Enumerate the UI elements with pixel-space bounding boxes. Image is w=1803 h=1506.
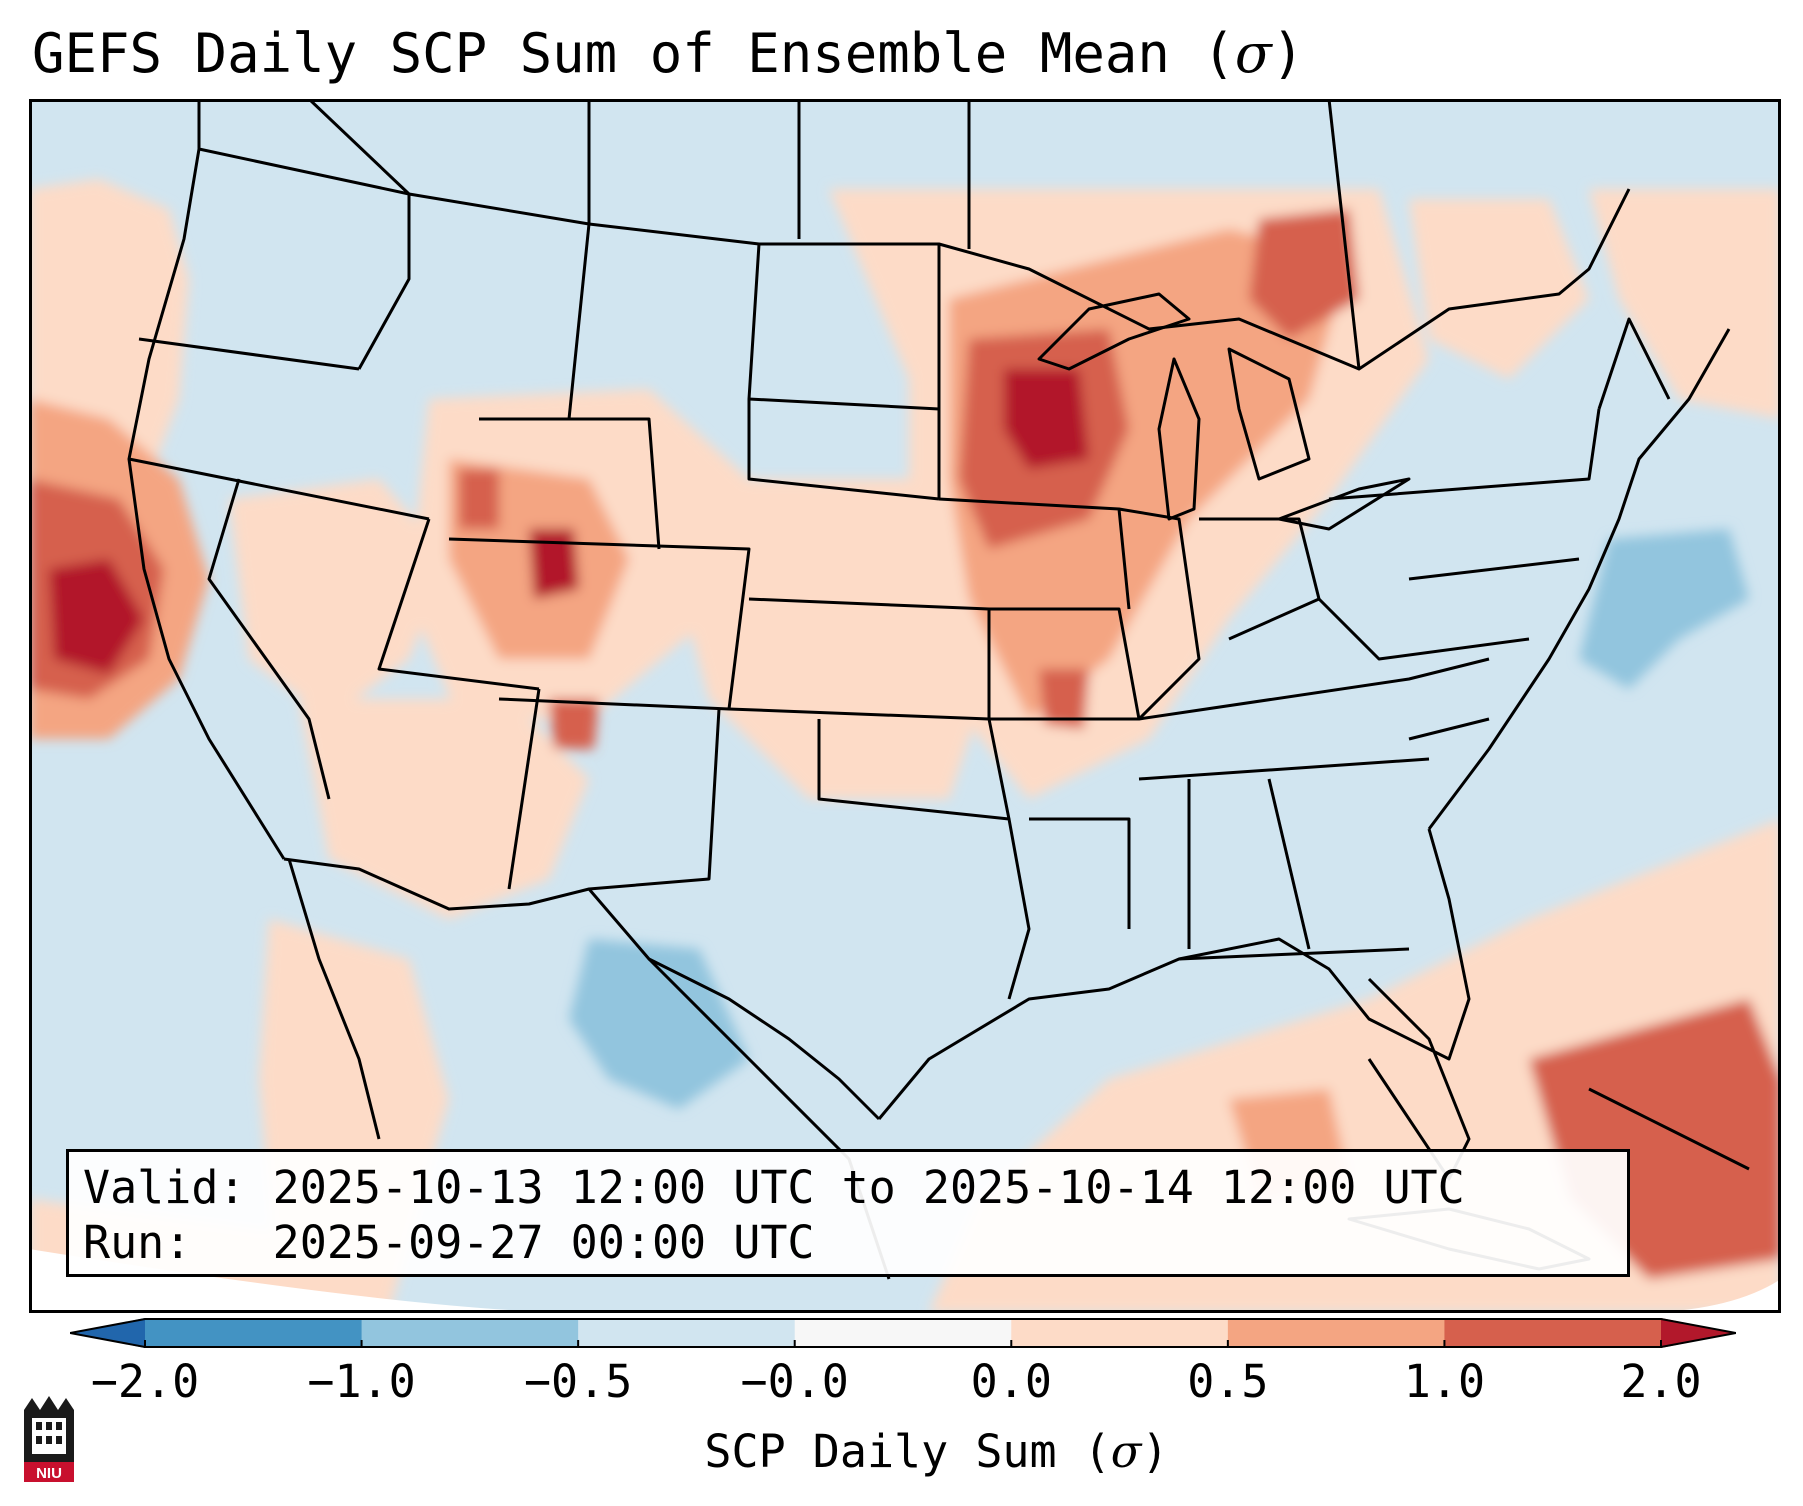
state-line-tn-south [1138,757,1430,781]
state-line-id-mt [357,194,411,370]
state-line-az-nm [507,688,541,890]
state-line-co [448,537,751,711]
region-southwest [299,699,589,919]
state-line-oh [1199,517,1321,641]
colorbar-tick-label: 2.0 [1620,1355,1702,1408]
lake-superior [1037,292,1191,371]
colorbar-bin [1444,1318,1662,1348]
map-title: GEFS Daily SCP Sum of Ensemble Mean (σ) [32,22,1305,85]
colorbar-bin [794,1318,1012,1348]
bahamas [1588,1087,1750,1171]
region-new-england [1589,189,1781,419]
region-colorado-peak [529,529,579,599]
colorbar-tick-label: −0.0 [740,1355,849,1408]
colorbar-tick-label: 0.5 [1187,1355,1269,1408]
region-quebec [1409,199,1589,379]
region-great-basin [229,479,449,719]
colorbar-extend-low [70,1318,145,1348]
projection-edge-southwest [29,1249,589,1313]
state-line-sd-ne [747,399,940,501]
region-wisconsin-peak [1004,369,1089,469]
state-line-wa-or [138,337,360,371]
map-panel [29,99,1781,1313]
state-line-or-ca [128,457,430,521]
state-line-mo [989,607,1141,721]
colorbar-ticks: −2.0 −1.0 −0.5 −0.0 0.0 0.5 1.0 2.0 [0,1355,1803,1415]
colorbar-label: SCP Daily Sum (σ) [704,1425,1169,1478]
lake-michigan [1157,357,1201,521]
state-line-pa-south [1408,557,1580,581]
baja-california [287,858,381,1140]
us-canada-border [197,99,1631,371]
colorbar-tick-label: −2.0 [90,1355,200,1408]
state-line-nc-sc [1408,717,1490,741]
state-line-nv [207,478,331,800]
state-line-tx-east [817,719,1031,1000]
colorbar-bin [1227,1318,1445,1348]
state-line-il-in [1118,507,1201,721]
us-east-coast [1427,328,1731,830]
us-west-coast [127,148,286,860]
niu-logo: NIU [20,1390,78,1485]
colorbar-bin [145,1318,363,1348]
colorbar-tick-label: 0.0 [970,1355,1052,1408]
colorbar-extend-high [1661,1318,1736,1348]
prov-line-bc-ab [307,99,411,196]
colorbar-svg [69,1318,1737,1348]
prov-line-on-qc [1327,99,1361,370]
state-line-al-ga [1267,778,1311,950]
region-mississippi-spot [1039,669,1089,729]
state-line-ga-fl [1178,947,1410,961]
colorbar-bin [1011,1318,1229,1348]
run-line: Run: 2025-09-27 00:00 UTC [83,1216,815,1269]
region-western-atlantic [1579,529,1749,689]
state-line-wy [479,417,661,550]
state-line-tx [588,708,721,891]
state-line-va [1317,597,1530,661]
valid-run-info-box: Valid: 2025-10-13 12:00 UTC to 2025-10-1… [66,1149,1630,1277]
colorbar-bin [578,1318,796,1348]
state-line-ut [377,518,540,691]
region-nm-spot [549,699,599,749]
colorbar-tick-label: −0.5 [523,1355,633,1408]
map-svg [29,99,1781,1313]
state-line-new-england [1597,317,1671,410]
region-northern-mexico [569,939,749,1109]
us-mexico-border [283,857,881,1121]
colorbar-bin [361,1318,579,1348]
state-line-ky-tn [1138,657,1490,721]
valid-line: Valid: 2025-10-13 12:00 UTC to 2025-10-1… [83,1161,1465,1214]
state-line-pa-ny [1328,408,1601,501]
state-line-mt-dakotas [567,223,591,420]
colorbar [69,1318,1737,1348]
projection-edge-southeast [1629,1279,1781,1313]
lake-huron [1227,347,1311,481]
colorbar-tick-label: 1.0 [1403,1355,1486,1408]
niu-logo-text: NIU [36,1465,62,1482]
region-northern-california [49,559,144,674]
region-utah-spot [459,469,499,529]
colorbar-tick-label: −1.0 [307,1355,416,1408]
state-line-ar-la [1029,817,1131,929]
region-ontario [1249,209,1359,339]
map-frame [29,99,1781,1313]
